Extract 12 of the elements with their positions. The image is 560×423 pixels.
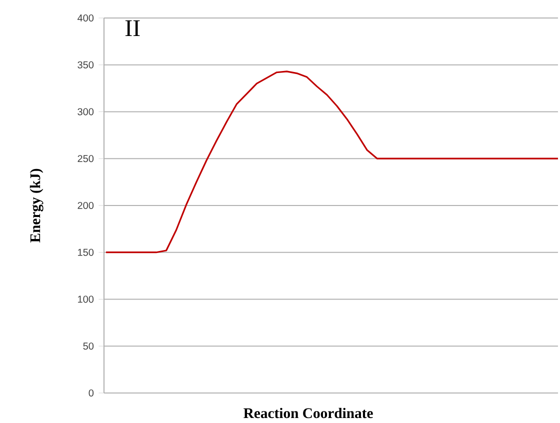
chart-title: II	[125, 20, 140, 36]
x-axis-title: Reaction Coordinate	[244, 408, 373, 418]
y-tick-label: 300	[78, 108, 94, 116]
y-tick-label: 400	[77, 14, 94, 22]
y-axis-title: Energy (kJ)	[30, 168, 44, 243]
y-tick-label: 50	[83, 342, 94, 350]
y-tick-label: 350	[78, 61, 94, 68]
y-tick-label: 0	[88, 389, 94, 397]
y-tick-label: 250	[78, 155, 94, 162]
y-tick-label: 100	[78, 296, 94, 303]
y-tick-label: 200	[78, 202, 94, 210]
y-tick-label: 150	[78, 248, 94, 256]
